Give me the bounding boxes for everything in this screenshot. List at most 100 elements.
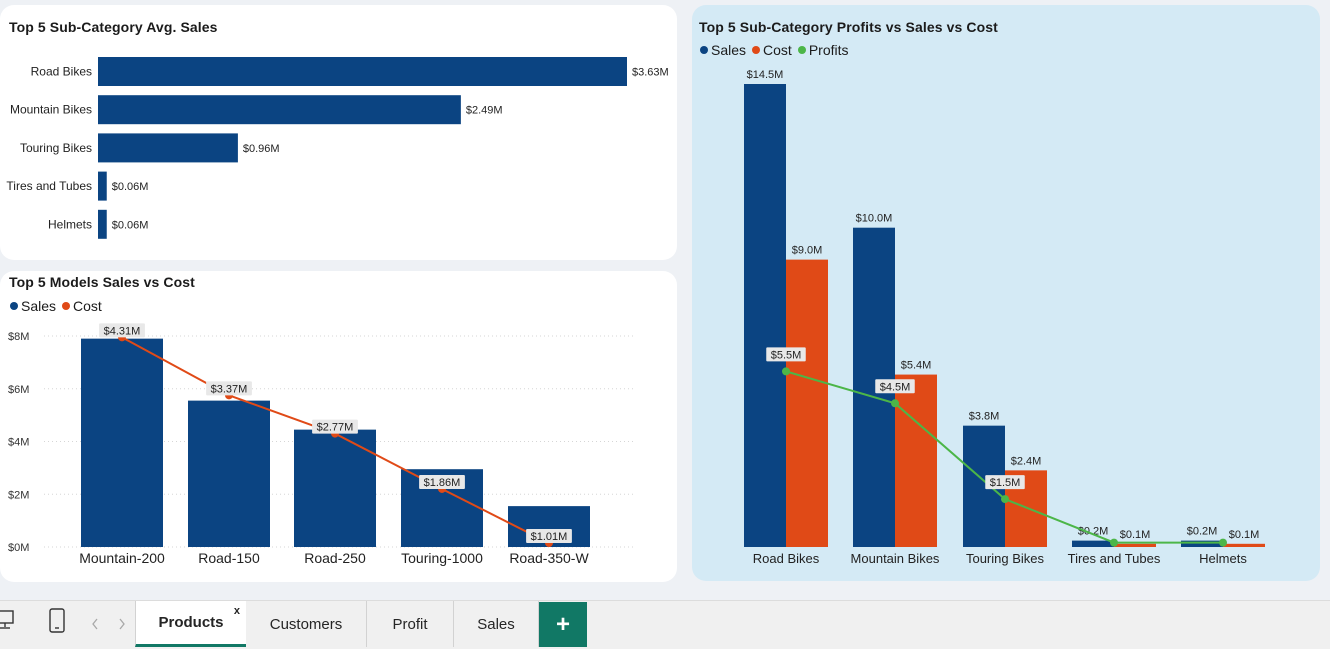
cost-data-label: $3.37M: [211, 383, 248, 395]
category-label: Touring Bikes: [20, 141, 92, 155]
cost-bar: [786, 259, 828, 547]
profits-legend: Sales Cost Profits: [700, 42, 849, 58]
legend-sales-dot: [10, 302, 18, 310]
y-tick-label: $6M: [8, 384, 29, 396]
legend-sales-dot: [700, 46, 708, 54]
cost-bar: [1223, 543, 1265, 547]
cost-data-label: $0.1M: [1229, 529, 1260, 541]
legend-profits-label: Profits: [808, 42, 849, 58]
cost-data-label-bg: [99, 323, 145, 338]
data-label: $0.06M: [112, 219, 149, 231]
profits-point: [1001, 495, 1009, 504]
x-tick-label: Road-150: [198, 550, 260, 566]
data-label: $0.06M: [112, 181, 149, 193]
tab-sales[interactable]: Sales: [454, 601, 539, 647]
sales-data-label: $3.8M: [969, 411, 1000, 423]
sales-bar: [1181, 540, 1223, 547]
profits-data-label-bg: [766, 347, 806, 362]
legend-cost-dot: [752, 46, 761, 54]
data-label: $3.63M: [632, 67, 669, 79]
y-tick-label: $4M: [8, 437, 29, 449]
profits-data-label-bg: [875, 379, 915, 394]
legend-profits-dot: [797, 46, 806, 54]
data-label: $0.96M: [243, 143, 280, 155]
category-label: Mountain Bikes: [10, 103, 92, 117]
profits-data-label: $1.5M: [990, 477, 1021, 489]
bar: [98, 133, 238, 163]
data-label: $2.49M: [466, 105, 503, 117]
models-card: Top 5 Models Sales vs Cost Sales Cost $0…: [0, 271, 677, 582]
profits-data-label: $5.5M: [771, 349, 802, 361]
profits-point: [1219, 538, 1227, 547]
sales-data-label: $10.0M: [856, 213, 893, 225]
sales-bar: [81, 338, 163, 547]
sales-data-label: $14.5M: [747, 69, 784, 81]
category-label: Helmets: [48, 217, 92, 231]
cost-data-label: $5.4M: [901, 360, 932, 372]
cost-data-label-bg: [526, 529, 572, 544]
x-tick-label: Mountain-200: [79, 550, 165, 566]
close-tab-icon[interactable]: x: [233, 605, 240, 617]
bar: [98, 57, 627, 86]
x-tick-label: Touring-1000: [401, 550, 483, 566]
sales-bar: [744, 84, 786, 547]
profits-point: [782, 367, 790, 376]
avg-sales-title: Top 5 Sub-Category Avg. Sales: [9, 19, 218, 35]
models-legend: Sales Cost: [10, 298, 102, 314]
sales-bar: [188, 400, 270, 547]
x-tick-label: Mountain Bikes: [851, 551, 940, 566]
models-chart: $0M $2M $4M $6M $8M Mountain-200 Road-150 Road-…: [8, 323, 636, 566]
profits-title: Top 5 Sub-Category Profits vs Sales vs C…: [699, 19, 998, 35]
cost-data-label: $1.86M: [424, 477, 461, 489]
y-tick-label: $8M: [8, 331, 29, 343]
cost-data-label-bg: [206, 381, 252, 396]
legend-sales-label: Sales: [21, 298, 57, 314]
legend-cost-dot: [62, 302, 71, 310]
sales-data-label: $0.2M: [1078, 526, 1109, 538]
scroll-right-icon[interactable]: [117, 617, 127, 631]
mobile-view-icon[interactable]: [49, 608, 67, 636]
avg-sales-chart: Road Bikes $3.63M Mountain Bikes $2.49M Tour…: [6, 57, 669, 239]
tab-label: Customers: [269, 615, 343, 633]
add-page-button[interactable]: +: [539, 602, 587, 647]
x-tick-label: Road-250: [304, 550, 366, 566]
desktop-view-icon[interactable]: [0, 607, 18, 637]
models-title: Top 5 Models Sales vs Cost: [9, 274, 195, 290]
profits-data-label: $4.5M: [880, 381, 911, 393]
tab-customers[interactable]: Customers: [246, 601, 367, 647]
legend-cost-label: Cost: [763, 42, 792, 58]
tab-products[interactable]: Products x: [135, 601, 247, 647]
category-label: Road Bikes: [31, 65, 92, 79]
scroll-left-icon[interactable]: [90, 617, 100, 631]
category-label: Tires and Tubes: [6, 179, 92, 193]
bar: [98, 95, 461, 125]
bar: [98, 171, 107, 201]
y-tick-label: $2M: [8, 489, 29, 501]
profits-data-label-bg: [985, 475, 1025, 490]
cost-bar: [895, 374, 937, 547]
avg-sales-card: Top 5 Sub-Category Avg. Sales Road Bikes…: [0, 5, 677, 260]
profits-point: [891, 399, 899, 408]
profits-chart: $14.5M $9.0M Road Bikes $10.0M $5.4M Mountain…: [744, 69, 1265, 566]
cost-data-label: $9.0M: [792, 245, 823, 257]
cost-data-label: $1.01M: [531, 531, 568, 543]
legend-cost-label: Cost: [73, 298, 102, 314]
bar: [98, 209, 107, 239]
x-tick-label: Road-350-W: [509, 550, 589, 566]
y-tick-label: $0M: [8, 542, 29, 554]
x-tick-label: Touring Bikes: [966, 551, 1045, 566]
tab-label: Sales: [477, 615, 515, 633]
page-tab-bar: Products x Customers Profit Sales +: [0, 600, 1330, 649]
x-tick-label: Tires and Tubes: [1068, 551, 1161, 566]
profits-point: [1110, 538, 1118, 547]
cost-bar: [1114, 543, 1156, 547]
cost-data-label: $0.1M: [1120, 529, 1151, 541]
sales-bar: [294, 429, 376, 547]
tab-profit[interactable]: Profit: [367, 601, 454, 647]
x-tick-label: Road Bikes: [753, 551, 820, 566]
cost-data-label: $2.77M: [317, 422, 354, 434]
x-tick-label: Helmets: [1199, 551, 1247, 566]
tab-label: Products: [158, 614, 224, 631]
cost-data-label-bg: [312, 419, 358, 434]
tab-label: Profit: [392, 615, 428, 633]
